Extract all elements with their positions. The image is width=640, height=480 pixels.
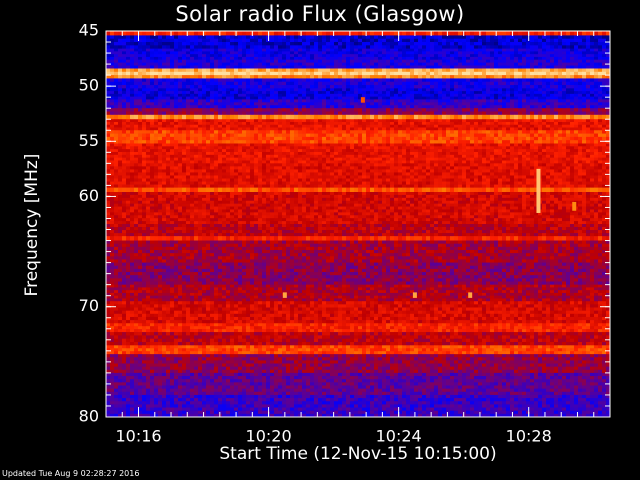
frequency-band (106, 332, 611, 346)
y-tick-label: 60 (79, 186, 99, 205)
frequency-band (106, 236, 611, 241)
plot-frame (105, 30, 611, 418)
frequency-band (106, 71, 611, 76)
frequency-band (106, 108, 611, 116)
frequency-band (106, 224, 611, 237)
x-tick-label: 10:16 (115, 427, 161, 446)
frequency-band (106, 31, 611, 36)
y-tick-label: 50 (79, 76, 99, 95)
frequency-band (106, 187, 611, 193)
frequency-band (106, 163, 611, 188)
frequency-band (106, 35, 611, 49)
radio-burst (536, 168, 541, 213)
frequency-band (106, 345, 611, 355)
chart-title: Solar radio Flux (Glasgow) (175, 2, 465, 26)
y-tick-label: 70 (79, 296, 99, 315)
y-tick-label: 45 (79, 21, 99, 40)
radio-burst (360, 97, 365, 103)
frequency-band (106, 88, 611, 100)
x-axis-label: Start Time (12-Nov-15 10:15:00) (219, 444, 497, 464)
frequency-band (106, 394, 611, 418)
spectrogram-heatmap (106, 31, 611, 418)
frequency-band (106, 99, 611, 109)
radio-burst (572, 201, 577, 211)
y-tick-label: 55 (79, 131, 99, 150)
axes: 45 50 55 60 70 80 10:16 10:20 10:24 10:28 (79, 21, 611, 446)
frequency-band (106, 130, 611, 144)
frequency-band (106, 143, 611, 164)
updated-timestamp: Updated Tue Aug 9 02:28:27 2016 (2, 469, 140, 478)
radio-burst (282, 292, 287, 298)
frequency-band (106, 119, 611, 131)
frequency-band (106, 192, 611, 225)
x-tick-label: 10:24 (376, 427, 422, 446)
frequency-band (106, 114, 611, 120)
frequency-band (106, 59, 611, 69)
frequency-band (106, 75, 611, 79)
frequency-band (106, 284, 611, 302)
radio-burst (412, 292, 417, 298)
frequency-band (106, 48, 611, 60)
frequency-band (106, 68, 611, 73)
frequency-band (106, 78, 611, 89)
frequency-band (106, 354, 611, 374)
frequency-band (106, 240, 611, 263)
x-tick-label: 10:28 (506, 427, 552, 446)
frequency-band (106, 262, 611, 285)
frequency-band (106, 372, 611, 396)
radio-burst (468, 292, 473, 298)
frequency-band (106, 301, 611, 324)
y-tick-label: 80 (79, 407, 99, 426)
frequency-band (106, 323, 611, 333)
x-tick-label: 10:20 (246, 427, 292, 446)
